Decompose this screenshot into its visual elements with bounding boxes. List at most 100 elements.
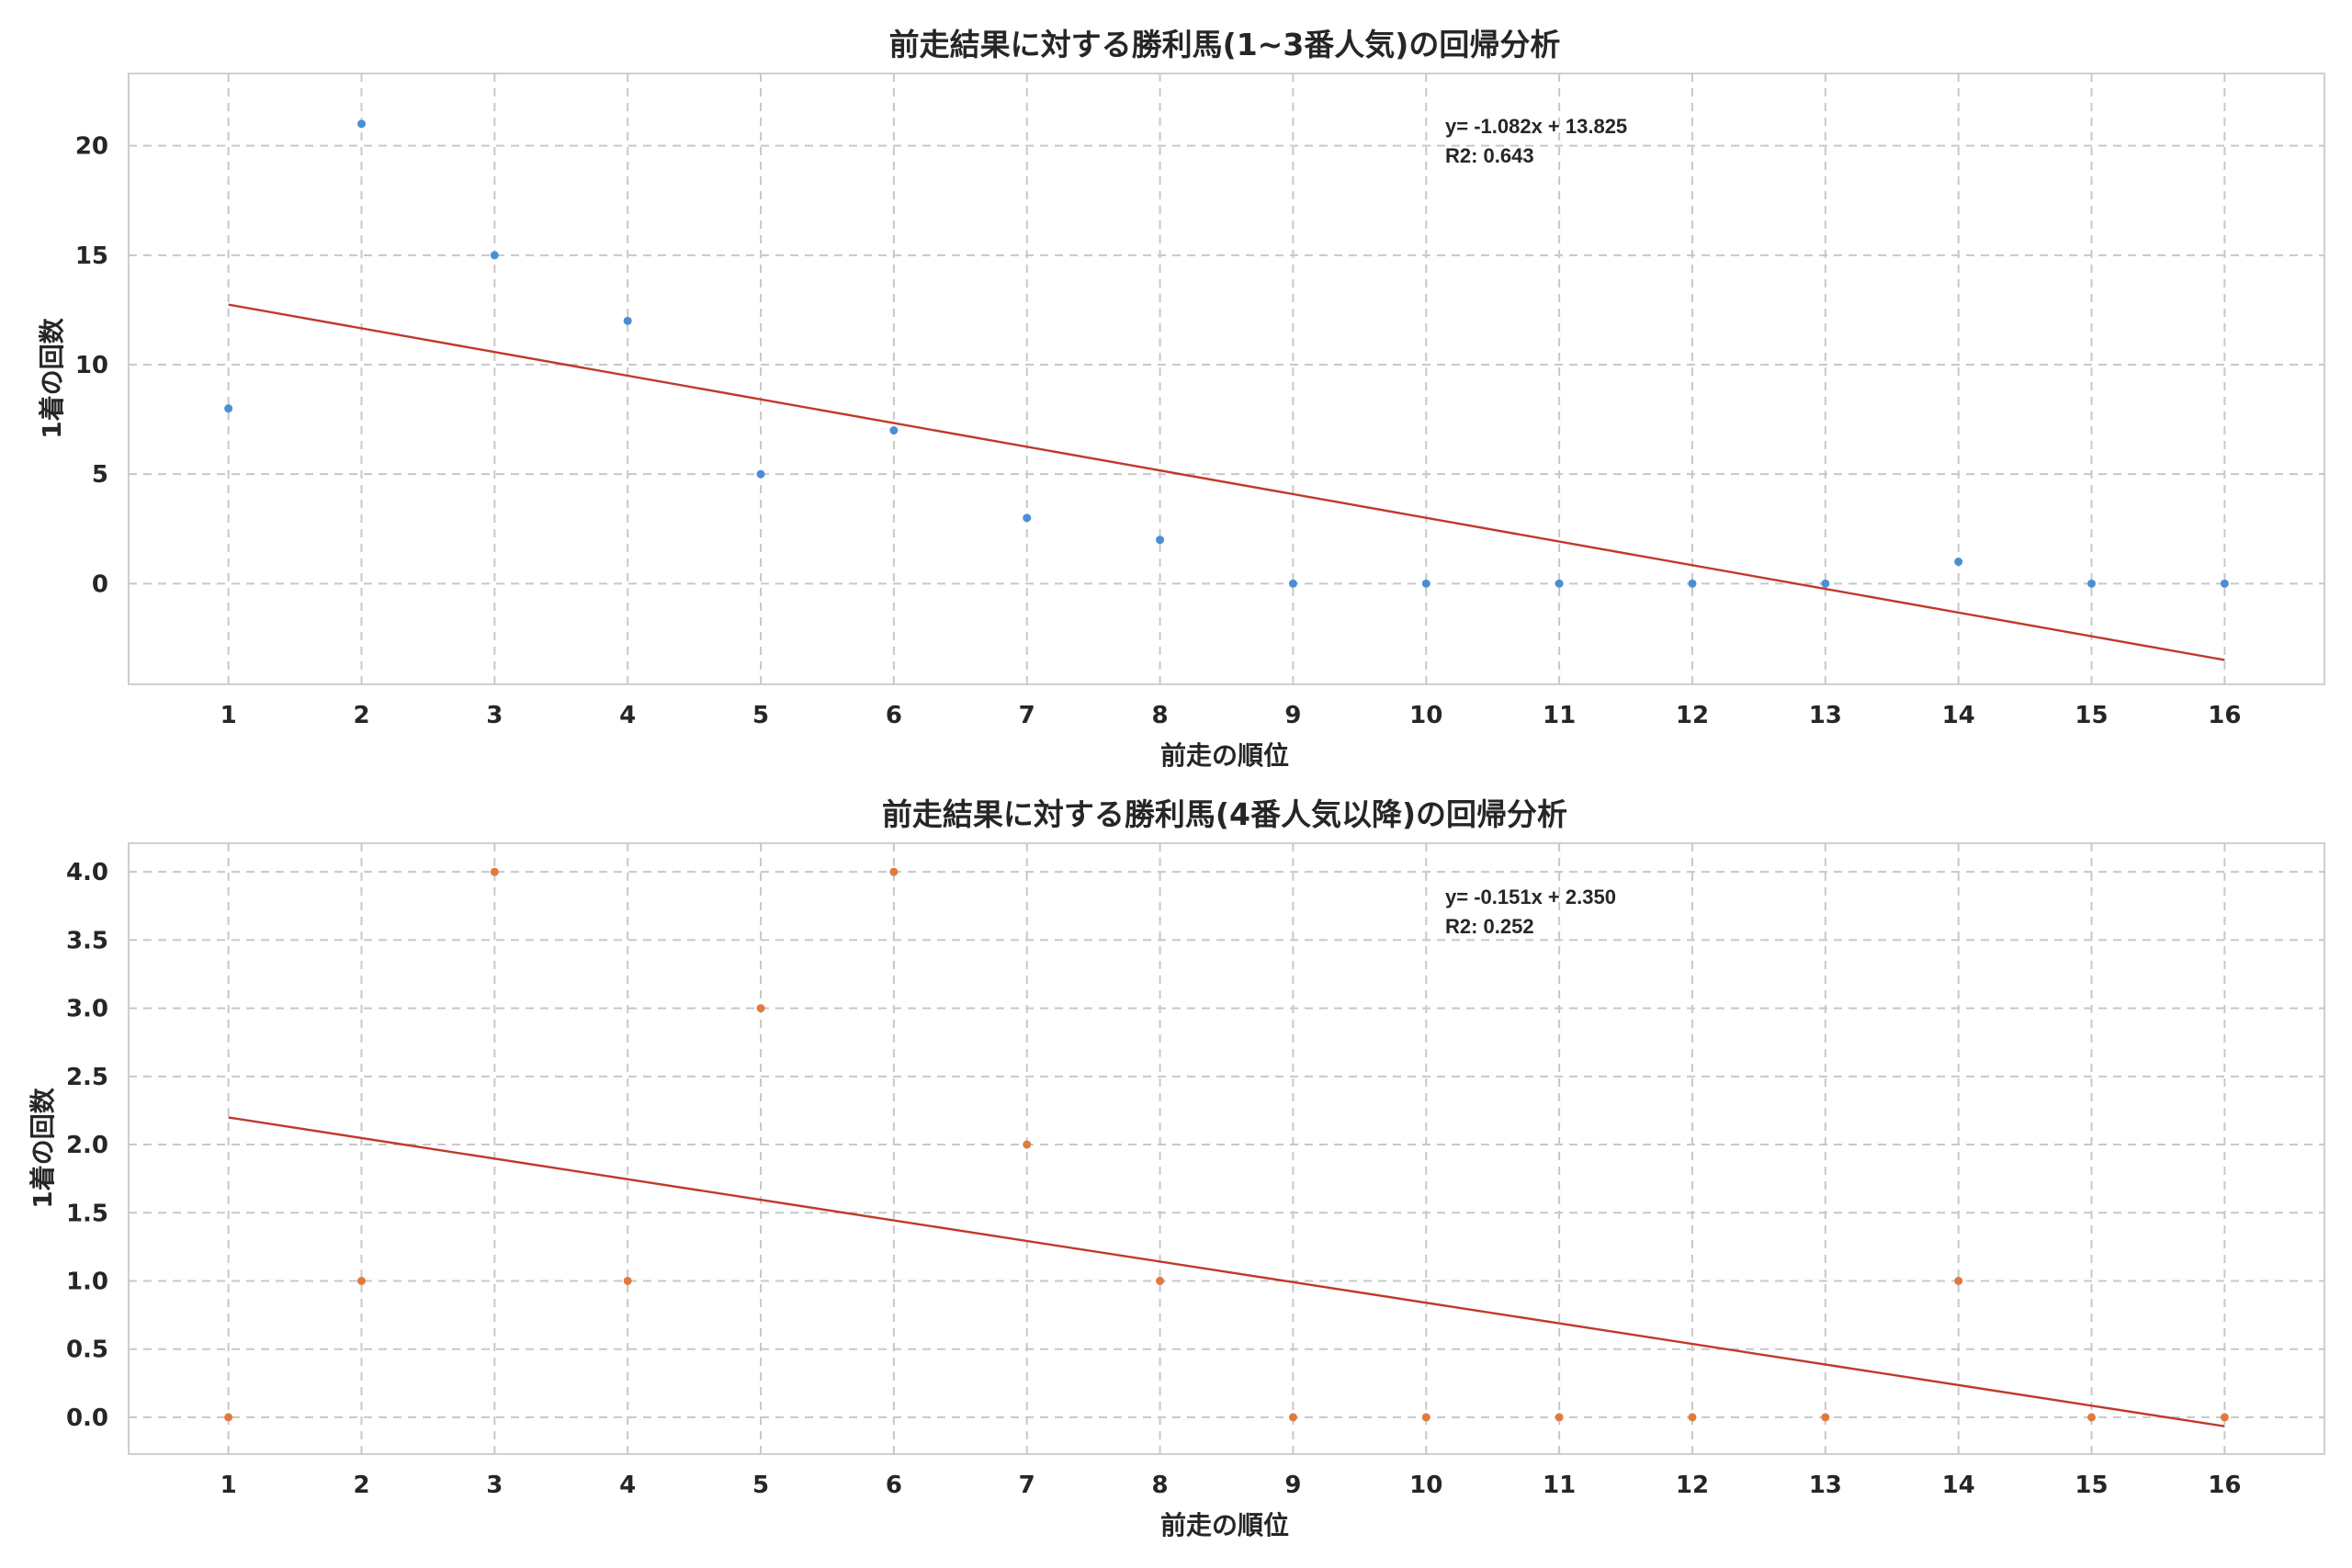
x-tick-label: 10 <box>1409 1472 1442 1499</box>
plot-frame <box>128 842 2325 1455</box>
x-tick-label: 6 <box>886 1472 902 1499</box>
y-axis-label: 1着の回数 <box>28 1087 58 1208</box>
data-point <box>756 1004 765 1013</box>
x-tick-label: 8 <box>1152 702 1169 729</box>
x-tick-label: 1 <box>220 702 237 729</box>
data-point <box>224 1413 233 1422</box>
x-tick-label: 15 <box>2075 1472 2108 1499</box>
x-tick-label: 3 <box>486 702 503 729</box>
x-tick-label: 14 <box>1942 1472 1975 1499</box>
y-tick-label: 3.0 <box>66 996 108 1023</box>
data-point <box>889 867 899 876</box>
data-point <box>1555 1413 1564 1422</box>
x-tick-label: 1 <box>220 1472 237 1499</box>
r2-annotation: R2: 0.643 <box>1445 144 1534 167</box>
regression-line <box>228 303 2225 661</box>
data-points <box>224 867 2229 1422</box>
x-tick-label: 5 <box>752 1472 769 1499</box>
data-point <box>1421 579 1430 588</box>
plot-frame <box>128 73 2325 685</box>
x-tick-label: 11 <box>1543 1472 1576 1499</box>
data-point <box>1821 579 1830 588</box>
x-tick-label: 9 <box>1284 1472 1301 1499</box>
data-point <box>1023 513 1032 523</box>
data-point <box>2220 579 2229 588</box>
data-point <box>1954 1276 1963 1285</box>
data-point <box>1288 1413 1297 1422</box>
data-point <box>623 1276 632 1285</box>
x-tick-label: 16 <box>2208 702 2241 729</box>
x-tick-label: 7 <box>1019 1472 1035 1499</box>
x-tick-label: 2 <box>353 1472 369 1499</box>
data-point <box>1821 1413 1830 1422</box>
chart-bottom: 前走結果に対する勝利馬(4番人気以降)の回帰分析 1 2 3 4 5 6 7 8 9 10 11 12… <box>28 796 2325 1540</box>
x-tick-label: 12 <box>1676 1472 1709 1499</box>
data-point <box>2220 1413 2229 1422</box>
x-tick-label: 14 <box>1942 702 1975 729</box>
data-point <box>1954 558 1963 567</box>
chart-top: 前走結果に対する勝利馬(1~3番人気)の回帰分析 1 2 3 4 5 6 7 8 9 10 11 12… <box>37 27 2325 771</box>
data-point <box>1288 579 1297 588</box>
x-tick-label: 3 <box>486 1472 503 1499</box>
x-tick-label: 4 <box>619 702 636 729</box>
chart-title: 前走結果に対する勝利馬(1~3番人気)の回帰分析 <box>889 27 1561 62</box>
data-point <box>490 867 499 876</box>
x-tick-label: 13 <box>1809 702 1842 729</box>
equation-annotation: y= -0.151x + 2.350 <box>1445 886 1616 908</box>
r2-annotation: R2: 0.252 <box>1445 915 1534 938</box>
x-tick-label: 6 <box>886 702 902 729</box>
data-points <box>224 119 2229 588</box>
x-tick-label: 15 <box>2075 702 2108 729</box>
x-tick-label: 9 <box>1284 702 1301 729</box>
data-point <box>2087 579 2097 588</box>
chart-title: 前走結果に対する勝利馬(4番人気以降)の回帰分析 <box>882 796 1567 832</box>
data-point <box>1688 1413 1697 1422</box>
y-tick-label: 4.0 <box>66 859 108 886</box>
data-point <box>1156 1276 1165 1285</box>
y-tick-label: 0.5 <box>66 1337 108 1364</box>
data-point <box>356 119 366 129</box>
tick-labels: 1 2 3 4 5 6 7 8 9 10 11 12 13 14 15 160.00.51.01.52.02.… <box>66 859 2242 1499</box>
equation-annotation: y= -1.082x + 13.825 <box>1445 115 1627 138</box>
data-point <box>623 316 632 325</box>
x-tick-label: 8 <box>1152 1472 1169 1499</box>
x-axis-label: 前走の順位 <box>1160 1510 1289 1540</box>
y-tick-label: 0.0 <box>66 1404 108 1432</box>
y-axis-label: 1着の回数 <box>37 317 67 438</box>
y-tick-label: 20 <box>75 133 108 161</box>
data-point <box>889 426 899 435</box>
data-point <box>1421 1413 1430 1422</box>
y-tick-label: 0 <box>92 570 108 598</box>
regression-line <box>228 1116 2225 1427</box>
x-tick-label: 11 <box>1543 702 1576 729</box>
data-point <box>1156 536 1165 545</box>
data-point <box>356 1276 366 1285</box>
x-tick-label: 12 <box>1676 702 1709 729</box>
data-point <box>1023 1140 1032 1149</box>
data-point <box>1555 579 1564 588</box>
data-point <box>2087 1413 2097 1422</box>
y-tick-label: 5 <box>92 461 108 489</box>
x-tick-label: 4 <box>619 1472 636 1499</box>
data-point <box>1688 579 1697 588</box>
x-tick-label: 13 <box>1809 1472 1842 1499</box>
grid <box>129 73 2324 684</box>
y-tick-label: 10 <box>75 352 108 379</box>
data-point <box>224 404 233 413</box>
x-tick-label: 16 <box>2208 1472 2241 1499</box>
x-tick-label: 10 <box>1409 702 1442 729</box>
y-tick-label: 3.5 <box>66 927 108 954</box>
y-tick-label: 2.0 <box>66 1132 108 1159</box>
x-tick-label: 5 <box>752 702 769 729</box>
data-point <box>756 469 765 479</box>
x-tick-label: 7 <box>1019 702 1035 729</box>
y-tick-label: 1.0 <box>66 1268 108 1295</box>
data-point <box>490 251 499 260</box>
x-axis-label: 前走の順位 <box>1160 740 1289 771</box>
y-tick-label: 2.5 <box>66 1064 108 1091</box>
y-tick-label: 15 <box>75 243 108 270</box>
x-tick-label: 2 <box>353 702 369 729</box>
y-tick-label: 1.5 <box>66 1200 108 1227</box>
